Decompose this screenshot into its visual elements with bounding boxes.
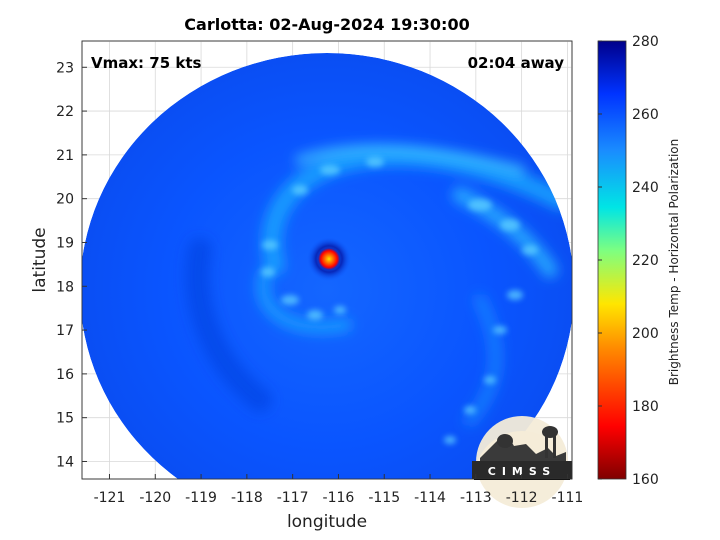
x-tick-label: -120 <box>139 490 171 506</box>
x-axis-label: longitude <box>287 512 367 532</box>
y-tick-label: 19 <box>56 235 74 251</box>
y-tick-label: 18 <box>56 279 74 295</box>
colorbar-tick-label: 200 <box>632 326 659 342</box>
chart-title: Carlotta: 02-Aug-2024 19:30:00 <box>184 15 469 34</box>
x-tick-label: -111 <box>552 490 584 506</box>
away-label: 02:04 away <box>468 54 565 72</box>
cimss-logo: CIMSS <box>472 416 572 508</box>
y-tick-label: 23 <box>56 60 74 76</box>
microwave-swath <box>82 53 572 479</box>
y-tick-label: 15 <box>56 411 74 427</box>
map-axes-frame <box>81 40 573 480</box>
y-tick-label: 21 <box>56 148 74 164</box>
y-axis-label: latitude <box>30 227 50 292</box>
x-tick-label: -119 <box>185 490 217 506</box>
x-tick-label: -114 <box>414 490 446 506</box>
y-tick-label: 20 <box>56 192 74 208</box>
colorbar-tick-label: 280 <box>632 34 659 50</box>
x-tick-label: -112 <box>506 490 538 506</box>
x-tick-label: -116 <box>323 490 355 506</box>
y-tick-label: 17 <box>56 323 74 339</box>
x-tick-label: -113 <box>460 490 492 506</box>
colorbar-tick-label: 260 <box>632 107 659 123</box>
x-axis-ticks: -121 -120 -119 -118 -117 -116 -115 -114 -113 -112… <box>94 474 584 506</box>
x-tick-label: -118 <box>231 490 263 506</box>
colorbar <box>597 40 627 480</box>
y-tick-label: 16 <box>56 367 74 383</box>
colorbar-tick-label: 160 <box>632 472 659 488</box>
x-tick-label: -121 <box>94 490 126 506</box>
y-axis-ticks: 23 22 21 20 19 18 17 16 15 14 <box>56 60 87 470</box>
x-tick-label: -115 <box>368 490 400 506</box>
colorbar-label: Brightness Temp - Horizontal Polarizatio… <box>667 139 681 386</box>
colorbar-tick-label: 240 <box>632 180 659 196</box>
x-tick-label: -117 <box>277 490 309 506</box>
y-tick-label: 14 <box>56 454 74 470</box>
y-tick-label: 22 <box>56 104 74 120</box>
colorbar-tick-label: 180 <box>632 399 659 415</box>
colorbar-ticks: 280 260 240 220 200 180 160 <box>598 34 659 488</box>
vmax-label: Vmax: 75 kts <box>91 54 201 72</box>
logo-text: CIMSS <box>488 465 556 478</box>
colorbar-tick-label: 220 <box>632 253 659 269</box>
